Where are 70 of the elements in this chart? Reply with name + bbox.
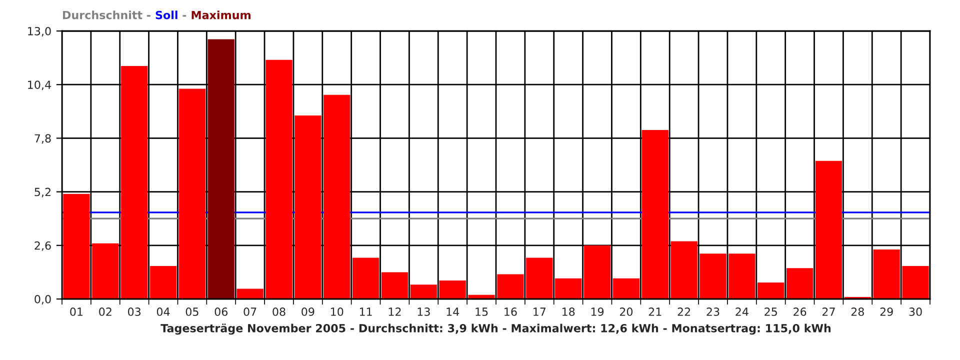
x-tick-label: 18 — [562, 308, 575, 316]
bar — [236, 288, 264, 299]
x-tick-label: 06 — [214, 308, 228, 316]
bar — [150, 266, 177, 299]
x-tick-label: 02 — [99, 308, 112, 316]
x-tick-label: 04 — [156, 308, 170, 316]
x-tick-label: 01 — [70, 308, 83, 316]
y-tick-label: 10,4 — [28, 80, 51, 90]
bar — [642, 130, 668, 299]
bar — [815, 160, 842, 299]
bar — [352, 258, 380, 299]
x-tick-label: 14 — [446, 308, 460, 316]
x-tick-label: 30 — [909, 308, 922, 316]
x-axis-title: Tageserträge November 2005 - Durchschnitt: 3,9 kWh - Maximalwert: 12,6 kWh - Monatsertrag: 115,0 kWh — [160, 324, 831, 335]
x-tick-label: 23 — [706, 308, 720, 316]
x-tick-label: 08 — [272, 308, 286, 316]
bar — [324, 94, 350, 299]
x-tick-label: 13 — [418, 308, 430, 316]
ref-line-label: Durchschnitt — [63, 10, 142, 20]
x-tick-label: 10 — [331, 308, 344, 316]
bar — [92, 243, 119, 299]
bar — [612, 278, 640, 299]
text: - — [146, 15, 150, 17]
text: Maximum — [192, 10, 250, 20]
x-tick-label: 07 — [244, 308, 256, 316]
bar — [439, 280, 466, 299]
bar — [266, 60, 292, 299]
bar — [670, 241, 698, 299]
x-tick-label: 24 — [736, 308, 748, 316]
x-tick-label: 12 — [388, 308, 401, 316]
bar — [208, 39, 234, 299]
bar — [526, 258, 553, 299]
x-tick-label: 27 — [822, 308, 835, 316]
x-tick-label: 03 — [128, 308, 141, 316]
bar — [178, 88, 206, 299]
bar — [294, 116, 322, 299]
x-tick-label: 09 — [302, 308, 314, 316]
x-tick-label: 21 — [648, 308, 662, 316]
text: - — [182, 15, 186, 17]
x-tick-label: 29 — [880, 308, 893, 316]
x-tick-label: 16 — [504, 308, 517, 316]
bar — [555, 278, 582, 299]
bar — [63, 194, 90, 299]
bar — [410, 284, 437, 299]
x-tick-label: 05 — [186, 308, 198, 316]
bar — [121, 66, 148, 299]
x-tick-label: 25 — [764, 308, 777, 316]
x-tick-label: 19 — [591, 308, 604, 316]
bar — [497, 274, 524, 299]
x-tick-label: 15 — [476, 308, 488, 316]
x-tick-label: 17 — [534, 308, 546, 316]
x-tick-label: 11 — [360, 308, 372, 316]
x-tick-label: 20 — [620, 308, 633, 316]
y-tick-label: 5,2 — [34, 188, 50, 198]
bar — [758, 282, 784, 299]
bar — [786, 268, 814, 299]
y-tick-label: 13,0 — [28, 26, 51, 37]
bar — [584, 245, 611, 299]
ref-line-label: Soll — [156, 10, 178, 20]
y-tick-label: 7,8 — [34, 134, 51, 144]
y-tick-label: 2,6 — [34, 241, 51, 251]
x-tick-label: 22 — [678, 308, 690, 316]
y-tick-label: 0,0 — [34, 294, 51, 305]
bar — [728, 254, 756, 299]
bar — [902, 266, 929, 299]
bar — [700, 254, 726, 299]
x-tick-label: 28 — [851, 308, 864, 316]
x-tick-label: 26 — [794, 308, 806, 316]
bar — [381, 272, 408, 299]
bar — [873, 250, 900, 299]
